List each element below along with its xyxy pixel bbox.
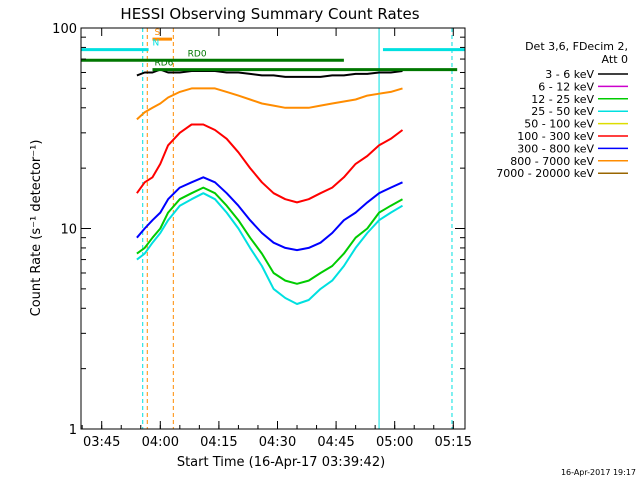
series-line [136,186,403,285]
flag-label: RD6 [154,59,173,69]
legend-subtitle: Att 0 [602,53,628,66]
legend-entry-label: 25 - 50 keV [531,105,594,118]
legend-entry-label: 12 - 25 keV [531,93,594,106]
x-tick-label: 03:45 [83,435,120,450]
y-tick-label: 100 [52,22,77,37]
legend-title: Det 3,6, FDecim 2, [525,40,628,53]
flag-label: N [152,39,159,49]
flag-label: RD0 [188,49,207,59]
y-tick-label: 1 [69,423,77,438]
chart-title: HESSI Observing Summary Count Rates [120,5,419,23]
series-line [136,123,404,204]
x-tick-label: 05:15 [435,435,472,450]
y-axis-label: Count Rate (s⁻¹ detector⁻¹) [29,140,44,317]
series-line [136,87,403,121]
footer-timestamp: 16-Apr-2017 19:17 [561,468,636,477]
legend-entry-label: 800 - 7000 keV [510,155,594,168]
legend-entry-label: 100 - 300 keV [517,130,594,143]
legend-entry-label: 3 - 6 keV [545,68,594,81]
x-tick-label: 04:30 [259,435,296,450]
legend-entry-label: 6 - 12 keV [538,80,594,93]
y-tick-label: 10 [60,223,77,238]
flag-label: S [154,28,160,38]
series-line [136,176,403,252]
x-axis-label: Start Time (16-Apr-17 03:39:42) [177,455,385,470]
x-tick-label: 05:00 [376,435,413,450]
legend-entry-label: 7000 - 20000 keV [496,167,594,180]
legend-entry-label: 300 - 800 keV [517,142,594,155]
series-line [136,68,403,78]
legend-entry-label: 50 - 100 keV [524,118,594,131]
x-tick-label: 04:00 [142,435,179,450]
x-tick-label: 04:45 [317,435,354,450]
series-line [136,192,404,305]
x-tick-label: 04:15 [200,435,237,450]
